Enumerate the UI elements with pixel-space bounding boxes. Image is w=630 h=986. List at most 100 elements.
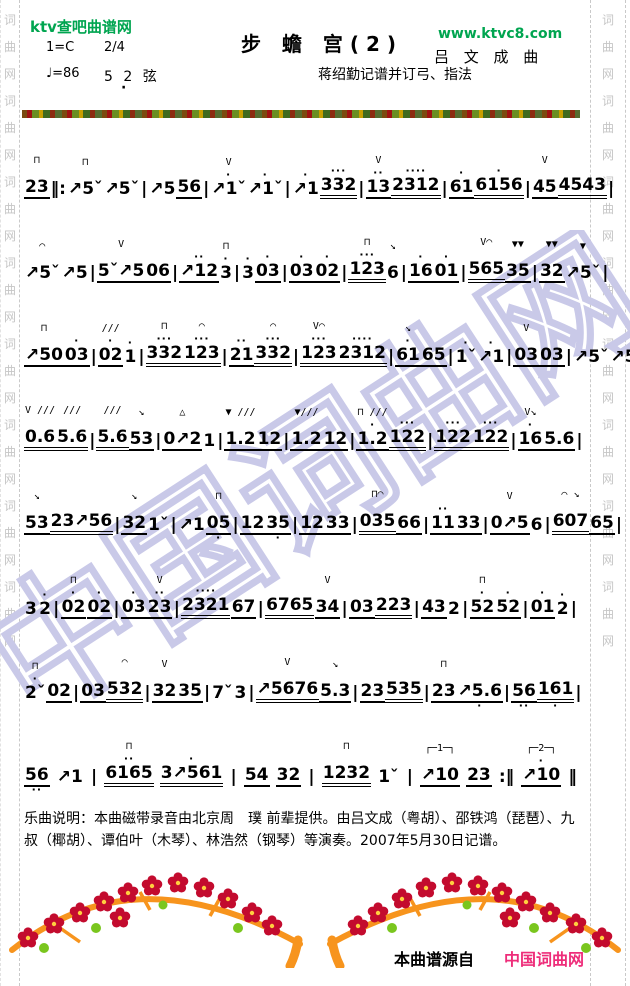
bowing-mark: ↘ bbox=[405, 323, 412, 334]
note-cell: · 03 bbox=[63, 322, 90, 374]
octave-dots-above: · bbox=[463, 336, 469, 349]
octave-dots-above bbox=[216, 506, 221, 513]
octave-dots-above bbox=[483, 508, 488, 515]
octave-dots-below bbox=[220, 703, 225, 710]
barline: | bbox=[137, 324, 145, 374]
octave-dots-above bbox=[350, 424, 355, 431]
bowing-mark: ↘ bbox=[131, 491, 138, 502]
note-cell: ⊓ · 02 bbox=[60, 574, 87, 626]
octave-dots-above: ·· bbox=[437, 502, 449, 515]
bowing-mark: ◠ bbox=[198, 321, 205, 332]
octave-dots-above bbox=[34, 170, 39, 177]
margin-watermark-char: 曲 bbox=[3, 607, 16, 621]
octave-dots-above: · bbox=[443, 250, 450, 263]
note-text: 61 bbox=[395, 345, 421, 367]
note-cell: ··· 122 bbox=[471, 404, 510, 458]
octave-dots-below bbox=[424, 535, 429, 542]
barline: | bbox=[72, 660, 80, 710]
bowing-mark: V bbox=[506, 491, 513, 502]
barline: | bbox=[171, 240, 179, 290]
octave-dots-above: · bbox=[538, 754, 544, 767]
site-name-link[interactable]: ktv查吧曲谱网 bbox=[30, 18, 132, 36]
note-cell: 35 · bbox=[265, 490, 291, 543]
barline: | bbox=[574, 660, 582, 710]
octave-dots-below bbox=[507, 535, 512, 542]
octave-dots-below bbox=[34, 535, 39, 542]
barline: | bbox=[615, 492, 623, 542]
octave-dots-above bbox=[304, 422, 309, 429]
note-text: 1.2 bbox=[290, 429, 323, 451]
octave-dots-above bbox=[344, 756, 349, 763]
octave-dots-above bbox=[571, 592, 576, 599]
barline-glyph: ‖ bbox=[568, 767, 577, 787]
octave-dots-above bbox=[431, 338, 436, 345]
note-text: ↗1ˇ bbox=[211, 179, 246, 199]
margin-watermark-char: 网 bbox=[3, 553, 16, 567]
note-text: ↗5.6 bbox=[456, 681, 503, 703]
octave-dots-above bbox=[390, 256, 395, 263]
octave-dots-above bbox=[549, 338, 554, 345]
octave-dots-above bbox=[507, 340, 512, 347]
octave-dots-above bbox=[609, 172, 614, 179]
bowing-mark: V bbox=[324, 575, 331, 586]
octave-dots-above bbox=[424, 508, 429, 515]
barline: | bbox=[283, 156, 291, 206]
note-text: 34 bbox=[314, 597, 341, 619]
note-cell: · 52 bbox=[495, 574, 522, 626]
octave-dots-above: · bbox=[127, 336, 133, 349]
octave-dots-below bbox=[207, 451, 212, 458]
barline-glyph: | bbox=[341, 263, 348, 283]
music-staff-line: V /// 0.6 /// 5.6 | /// 5.6 ↘ 53 | △ 0↗2… bbox=[22, 374, 583, 458]
octave-dots-below bbox=[407, 535, 412, 542]
octave-dots-above bbox=[570, 760, 575, 767]
note-cell: ↗5 bbox=[148, 156, 176, 206]
note-cell: ·· 21 bbox=[228, 322, 255, 374]
octave-dots-below bbox=[389, 367, 394, 374]
octave-dots-below bbox=[515, 283, 520, 290]
note-cell: ·· ↗12 bbox=[179, 238, 220, 290]
note-text: ↗5 bbox=[149, 179, 176, 199]
note-cell: 32 bbox=[275, 742, 302, 794]
octave-dots-below bbox=[231, 787, 236, 794]
octave-dots-above bbox=[549, 254, 554, 261]
octave-dots-above: ·· bbox=[236, 334, 247, 347]
octave-dots-above bbox=[254, 758, 259, 765]
octave-dots-below bbox=[560, 619, 565, 626]
octave-dots-above bbox=[293, 508, 298, 515]
octave-dots-below bbox=[542, 199, 547, 206]
octave-dots-above bbox=[139, 422, 144, 429]
barline-glyph: | bbox=[141, 179, 148, 199]
bowing-mark: ↘ bbox=[33, 491, 40, 502]
margin-watermark-char: 词 bbox=[3, 175, 16, 189]
octave-dots-below bbox=[189, 535, 194, 542]
bowing-mark: ⌒ ↘ bbox=[561, 489, 580, 500]
octave-dots-below bbox=[528, 451, 533, 458]
barline-glyph: | bbox=[349, 431, 356, 451]
octave-dots-above bbox=[532, 256, 537, 263]
octave-dots-above bbox=[603, 256, 608, 263]
note-text: 223 bbox=[374, 595, 413, 619]
site-url-link[interactable]: www.ktvc8.com bbox=[438, 26, 563, 42]
bowing-mark: ┌─1─┐ bbox=[424, 743, 456, 754]
bowing-mark: V◠ bbox=[480, 237, 493, 248]
octave-dots-below bbox=[438, 787, 443, 794]
barline: | bbox=[601, 240, 609, 290]
barline-glyph: | bbox=[522, 599, 529, 619]
octave-dots-above bbox=[525, 172, 530, 179]
note-text: 02 bbox=[97, 345, 124, 367]
note-text: 23 bbox=[430, 681, 457, 703]
octave-dots-above bbox=[577, 424, 582, 431]
score-source-site-link[interactable]: 中国词曲网 bbox=[504, 950, 585, 969]
bowing-mark: ⊓ /// bbox=[357, 407, 388, 418]
octave-dots-below bbox=[34, 199, 39, 206]
barline-glyph: | bbox=[114, 515, 121, 535]
octave-dots-below bbox=[532, 283, 537, 290]
bowing-mark: ▼ bbox=[579, 241, 586, 252]
octave-dots-below bbox=[57, 703, 62, 710]
barline-glyph: | bbox=[173, 599, 180, 619]
margin-watermark-char: 词 bbox=[3, 94, 16, 108]
bowing-mark: V bbox=[156, 575, 163, 586]
note-text: 6165 bbox=[104, 763, 154, 787]
octave-dots-above bbox=[325, 590, 330, 597]
octave-dots-below bbox=[621, 367, 626, 374]
